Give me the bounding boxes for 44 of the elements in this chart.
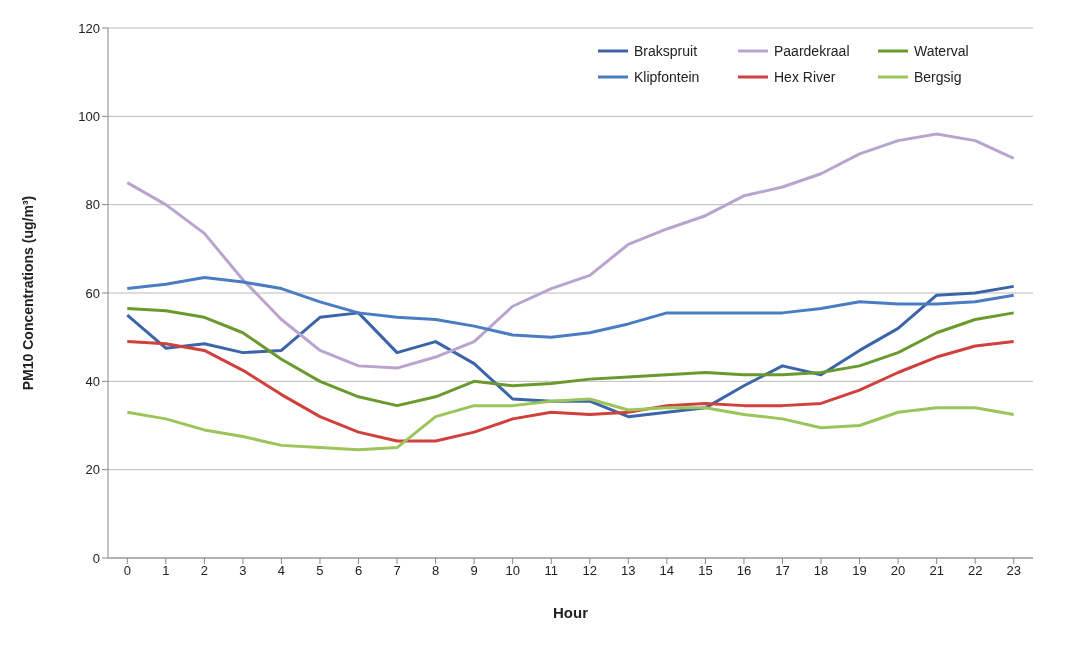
x-tick-label: 17 xyxy=(775,563,790,579)
line-series xyxy=(125,340,1016,443)
y-tick-label: 0 xyxy=(92,550,100,566)
line-series xyxy=(125,132,1016,370)
x-tick-label: 14 xyxy=(659,563,675,579)
legend-label: Paardekraal xyxy=(774,43,850,59)
x-tick-label: 20 xyxy=(890,563,906,579)
x-tick-label: 23 xyxy=(1006,563,1021,579)
x-tick-label: 2 xyxy=(200,563,208,579)
legend-label: Klipfontein xyxy=(634,69,700,85)
legend-label: Bergsig xyxy=(914,69,962,85)
x-tick-label: 6 xyxy=(354,563,363,579)
x-tick-label: 3 xyxy=(239,563,247,579)
y-tick-label: 120 xyxy=(78,20,100,36)
line-series xyxy=(125,276,1016,339)
legend-label: Brakspruit xyxy=(634,43,698,59)
line-series xyxy=(125,306,1016,408)
x-tick-label: 15 xyxy=(698,563,713,579)
x-tick-label: 16 xyxy=(736,563,752,579)
legend-label: Waterval xyxy=(914,43,969,59)
y-tick-label: 100 xyxy=(78,108,100,124)
y-tick-label: 60 xyxy=(85,285,100,301)
line-series xyxy=(125,397,1016,452)
x-tick-label: 19 xyxy=(852,563,867,579)
x-tick-label: 8 xyxy=(431,563,440,579)
x-tick-label: 21 xyxy=(929,563,944,579)
y-tick-label: 40 xyxy=(85,373,100,389)
y-tick-label: 80 xyxy=(85,197,100,213)
x-tick-label: 0 xyxy=(123,563,131,579)
x-tick-label: 11 xyxy=(544,563,558,579)
x-tick-label: 13 xyxy=(621,563,636,579)
legend-label: Hex River xyxy=(774,69,836,85)
x-tick-label: 12 xyxy=(582,563,598,579)
x-tick-label: 18 xyxy=(813,563,829,579)
y-tick-label: 20 xyxy=(85,462,100,478)
x-tick-label: 4 xyxy=(277,563,286,579)
x-tick-label: 10 xyxy=(505,563,520,579)
y-axis-title: PM10 Concentrations (ug/m³) xyxy=(19,195,36,391)
x-tick-label: 7 xyxy=(393,563,401,579)
x-axis-title: Hour xyxy=(553,604,589,621)
x-tick-label: 5 xyxy=(316,563,324,579)
x-tick-label: 22 xyxy=(967,563,983,579)
x-tick-label: 1 xyxy=(162,563,170,579)
x-tick-label: 9 xyxy=(470,563,478,579)
